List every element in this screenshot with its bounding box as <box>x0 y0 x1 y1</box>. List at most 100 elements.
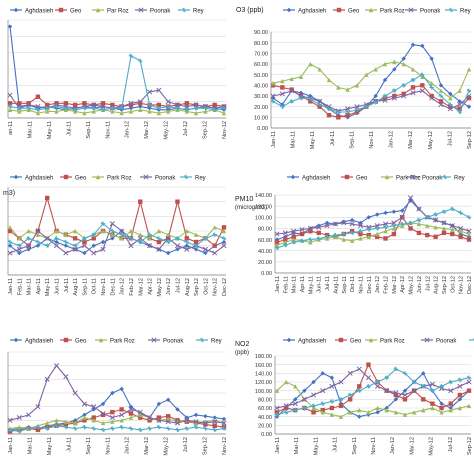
legend-label: Aghdasieh <box>298 8 326 14</box>
data-point <box>384 407 389 413</box>
data-point <box>128 243 134 249</box>
data-point <box>448 401 453 406</box>
data-point <box>354 104 360 110</box>
data-point <box>184 239 189 245</box>
data-point <box>156 102 162 108</box>
data-point <box>425 223 430 228</box>
series-rey <box>270 72 472 115</box>
data-point <box>221 225 227 230</box>
data-point <box>91 243 96 248</box>
x-tick-label: May-11 <box>310 131 316 149</box>
x-tick-label: Apr-11 <box>300 276 306 292</box>
legend-label: Poonak <box>436 338 457 344</box>
data-point <box>291 228 297 234</box>
legend-entry: Park Roz <box>95 337 135 344</box>
data-point <box>466 95 472 101</box>
data-point <box>221 106 227 111</box>
data-point <box>382 97 388 103</box>
data-point <box>401 93 407 99</box>
x-tick-label: Mar-12 <box>392 276 398 294</box>
chart-title: NO2 <box>235 341 250 348</box>
legend-label: Rey <box>193 8 204 14</box>
data-point <box>184 417 190 423</box>
x-tick-label: Mar-12 <box>144 437 150 455</box>
data-point <box>357 388 362 393</box>
data-point <box>147 232 152 237</box>
x-tick-label: Aug-11 <box>333 276 339 294</box>
data-point <box>91 109 96 114</box>
data-point <box>421 397 426 402</box>
data-point <box>411 388 417 394</box>
data-point <box>82 239 87 245</box>
legend-label: Poonak <box>420 8 441 14</box>
data-point <box>165 235 171 241</box>
x-tick-label: Nov-12 <box>213 278 219 296</box>
data-point <box>119 418 124 423</box>
x-tick-label: Jan-11 <box>8 278 14 295</box>
y-tick-label: 120.00 <box>255 380 272 386</box>
data-point <box>270 95 276 101</box>
data-point <box>299 231 305 237</box>
data-point <box>401 83 406 88</box>
data-point <box>299 238 305 243</box>
data-point <box>203 236 208 241</box>
legend-entry: Park Roz <box>92 174 132 181</box>
data-point <box>366 234 372 239</box>
data-point <box>316 236 321 241</box>
legend-marker <box>98 337 104 343</box>
data-point <box>26 236 31 241</box>
data-point <box>175 247 180 252</box>
data-point <box>184 426 189 431</box>
data-point <box>332 221 338 227</box>
data-point <box>110 228 115 234</box>
data-point <box>466 375 472 380</box>
data-point <box>165 250 171 256</box>
data-point <box>364 72 369 77</box>
data-point <box>109 221 115 227</box>
data-point <box>212 243 217 248</box>
data-point <box>35 424 41 430</box>
legend-label: Par Roz <box>107 8 129 14</box>
data-point <box>7 101 13 106</box>
data-point <box>7 225 13 230</box>
data-point <box>274 231 280 237</box>
data-point <box>320 388 326 394</box>
y-tick-label: 0.00 <box>257 126 268 132</box>
legend-label: Geo <box>75 338 87 344</box>
x-tick-label: Oct-11 <box>350 276 356 292</box>
data-point <box>347 392 353 398</box>
y-tick-label: 70.00 <box>254 52 268 58</box>
series-line <box>9 222 225 247</box>
x-tick-label: Jan-12 <box>125 121 131 138</box>
data-point <box>291 240 296 245</box>
legend-entry: Geo <box>60 337 87 344</box>
legend-label: Park Roz <box>396 175 421 181</box>
data-point <box>375 405 380 411</box>
data-point <box>316 224 322 230</box>
data-point <box>45 106 50 111</box>
data-point <box>393 390 399 396</box>
legend-marker <box>442 174 448 180</box>
data-point <box>410 42 416 47</box>
data-point <box>54 109 59 114</box>
legend-entry: Park Roz <box>365 337 405 344</box>
y-tick-label: 50.00 <box>254 73 268 79</box>
data-point <box>82 101 87 106</box>
data-point <box>393 366 399 372</box>
data-point <box>438 101 444 108</box>
data-point <box>329 405 335 411</box>
data-point <box>320 410 325 415</box>
data-point <box>82 236 87 241</box>
x-tick-label: Apr-11 <box>36 278 42 294</box>
data-point <box>54 423 59 428</box>
data-point <box>221 416 227 422</box>
series-park-roz <box>274 379 472 419</box>
data-point <box>341 220 347 226</box>
x-tick-label: Nov-11 <box>369 131 375 149</box>
chart-panel-no2: 0.00 20.00 40.00 60.00 80.00 100.00 120.00 140.… <box>233 330 474 474</box>
data-point <box>307 225 313 231</box>
x-tick-label: Aug-12 <box>185 278 191 296</box>
chart-panel-o3: 0.00 10.00 20.00 30.00 40.00 50.00 60.00 70.00 8… <box>233 0 474 157</box>
x-tick-label: Sep-12 <box>194 278 200 296</box>
chart-title: m3) <box>3 190 15 197</box>
